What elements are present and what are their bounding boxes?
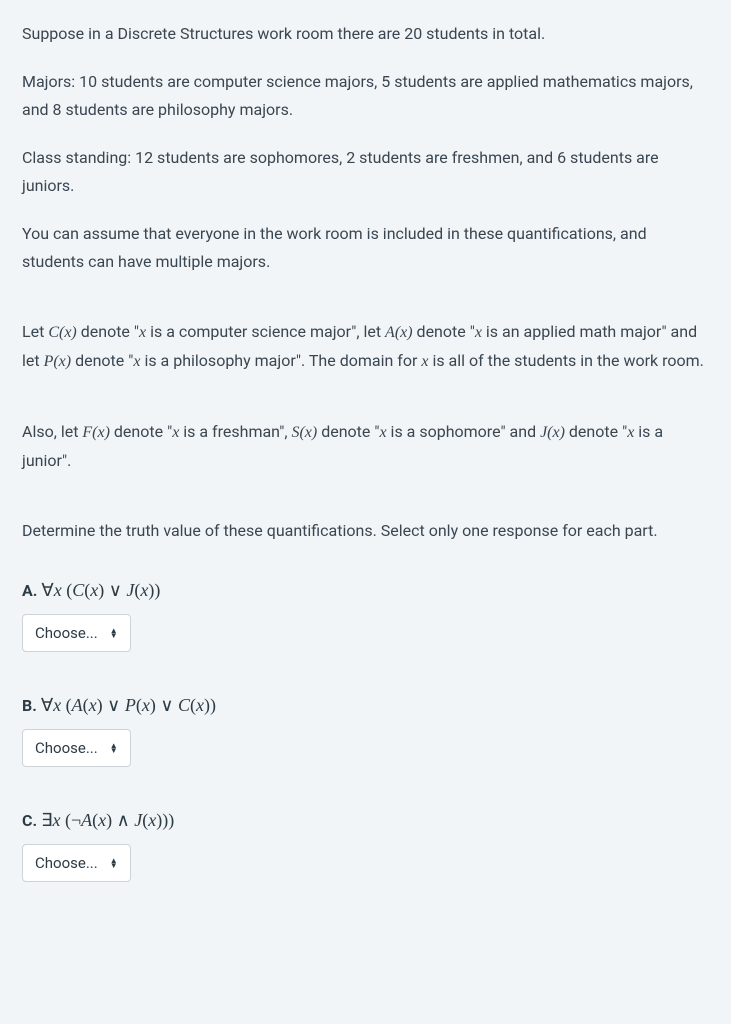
chevron-updown-icon: ▲▼ — [110, 628, 118, 638]
text: Also, let — [22, 422, 82, 441]
text: is a computer science major", let — [146, 322, 385, 341]
math-x: x — [379, 424, 386, 441]
intro-paragraph-2: Majors: 10 students are computer science… — [22, 68, 709, 124]
question-container: Suppose in a Discrete Structures work ro… — [0, 0, 731, 902]
text: is all of the students in the work room. — [428, 351, 703, 370]
text: denote " — [413, 322, 475, 341]
part-a: A. ∀x (C(x) ∨ J(x)) — [22, 577, 709, 604]
part-b-expression: ∀x (A(x) ∨ P(x) ∨ C(x)) — [41, 695, 216, 715]
part-a-expression: ∀x (C(x) ∨ J(x)) — [41, 580, 160, 600]
text: is a freshman", — [179, 422, 291, 441]
chevron-updown-icon: ▲▼ — [110, 858, 118, 868]
text: Let — [22, 322, 48, 341]
select-placeholder: Choose... — [35, 854, 98, 872]
math-px: P(x) — [44, 353, 72, 370]
part-c: C. ∃x (¬A(x) ∧ J(x))) — [22, 807, 709, 834]
definitions-paragraph-1: Let C(x) denote "x is a computer science… — [22, 318, 709, 376]
text: is a sophomore" and — [387, 422, 541, 441]
math-sx: S(x) — [291, 424, 317, 441]
part-c-select[interactable]: Choose... ▲▼ — [22, 844, 131, 882]
math-ax: A(x) — [385, 324, 413, 341]
select-placeholder: Choose... — [35, 739, 98, 757]
intro-paragraph-3: Class standing: 12 students are sophomor… — [22, 144, 709, 200]
text: denote " — [77, 322, 139, 341]
part-c-expression: ∃x (¬A(x) ∧ J(x))) — [41, 810, 174, 830]
text: denote " — [71, 351, 133, 370]
part-a-label: A. — [22, 581, 37, 600]
part-b-select[interactable]: Choose... ▲▼ — [22, 729, 131, 767]
intro-paragraph-4: You can assume that everyone in the work… — [22, 220, 709, 276]
math-jx: J(x) — [540, 424, 565, 441]
text: denote " — [110, 422, 172, 441]
text: is a philosophy major". The domain for — [140, 351, 421, 370]
text: denote " — [565, 422, 627, 441]
math-cx: C(x) — [48, 324, 76, 341]
chevron-updown-icon: ▲▼ — [110, 743, 118, 753]
intro-paragraph-1: Suppose in a Discrete Structures work ro… — [22, 20, 709, 48]
part-b: B. ∀x (A(x) ∨ P(x) ∨ C(x)) — [22, 692, 709, 719]
definitions-paragraph-2: Also, let F(x) denote "x is a freshman",… — [22, 418, 709, 475]
part-b-label: B. — [22, 696, 37, 715]
part-a-select[interactable]: Choose... ▲▼ — [22, 614, 131, 652]
math-x: x — [475, 324, 482, 341]
part-c-label: C. — [22, 811, 37, 830]
select-placeholder: Choose... — [35, 624, 98, 642]
text: denote " — [317, 422, 379, 441]
math-fx: F(x) — [82, 424, 110, 441]
instruction-paragraph: Determine the truth value of these quant… — [22, 517, 709, 545]
